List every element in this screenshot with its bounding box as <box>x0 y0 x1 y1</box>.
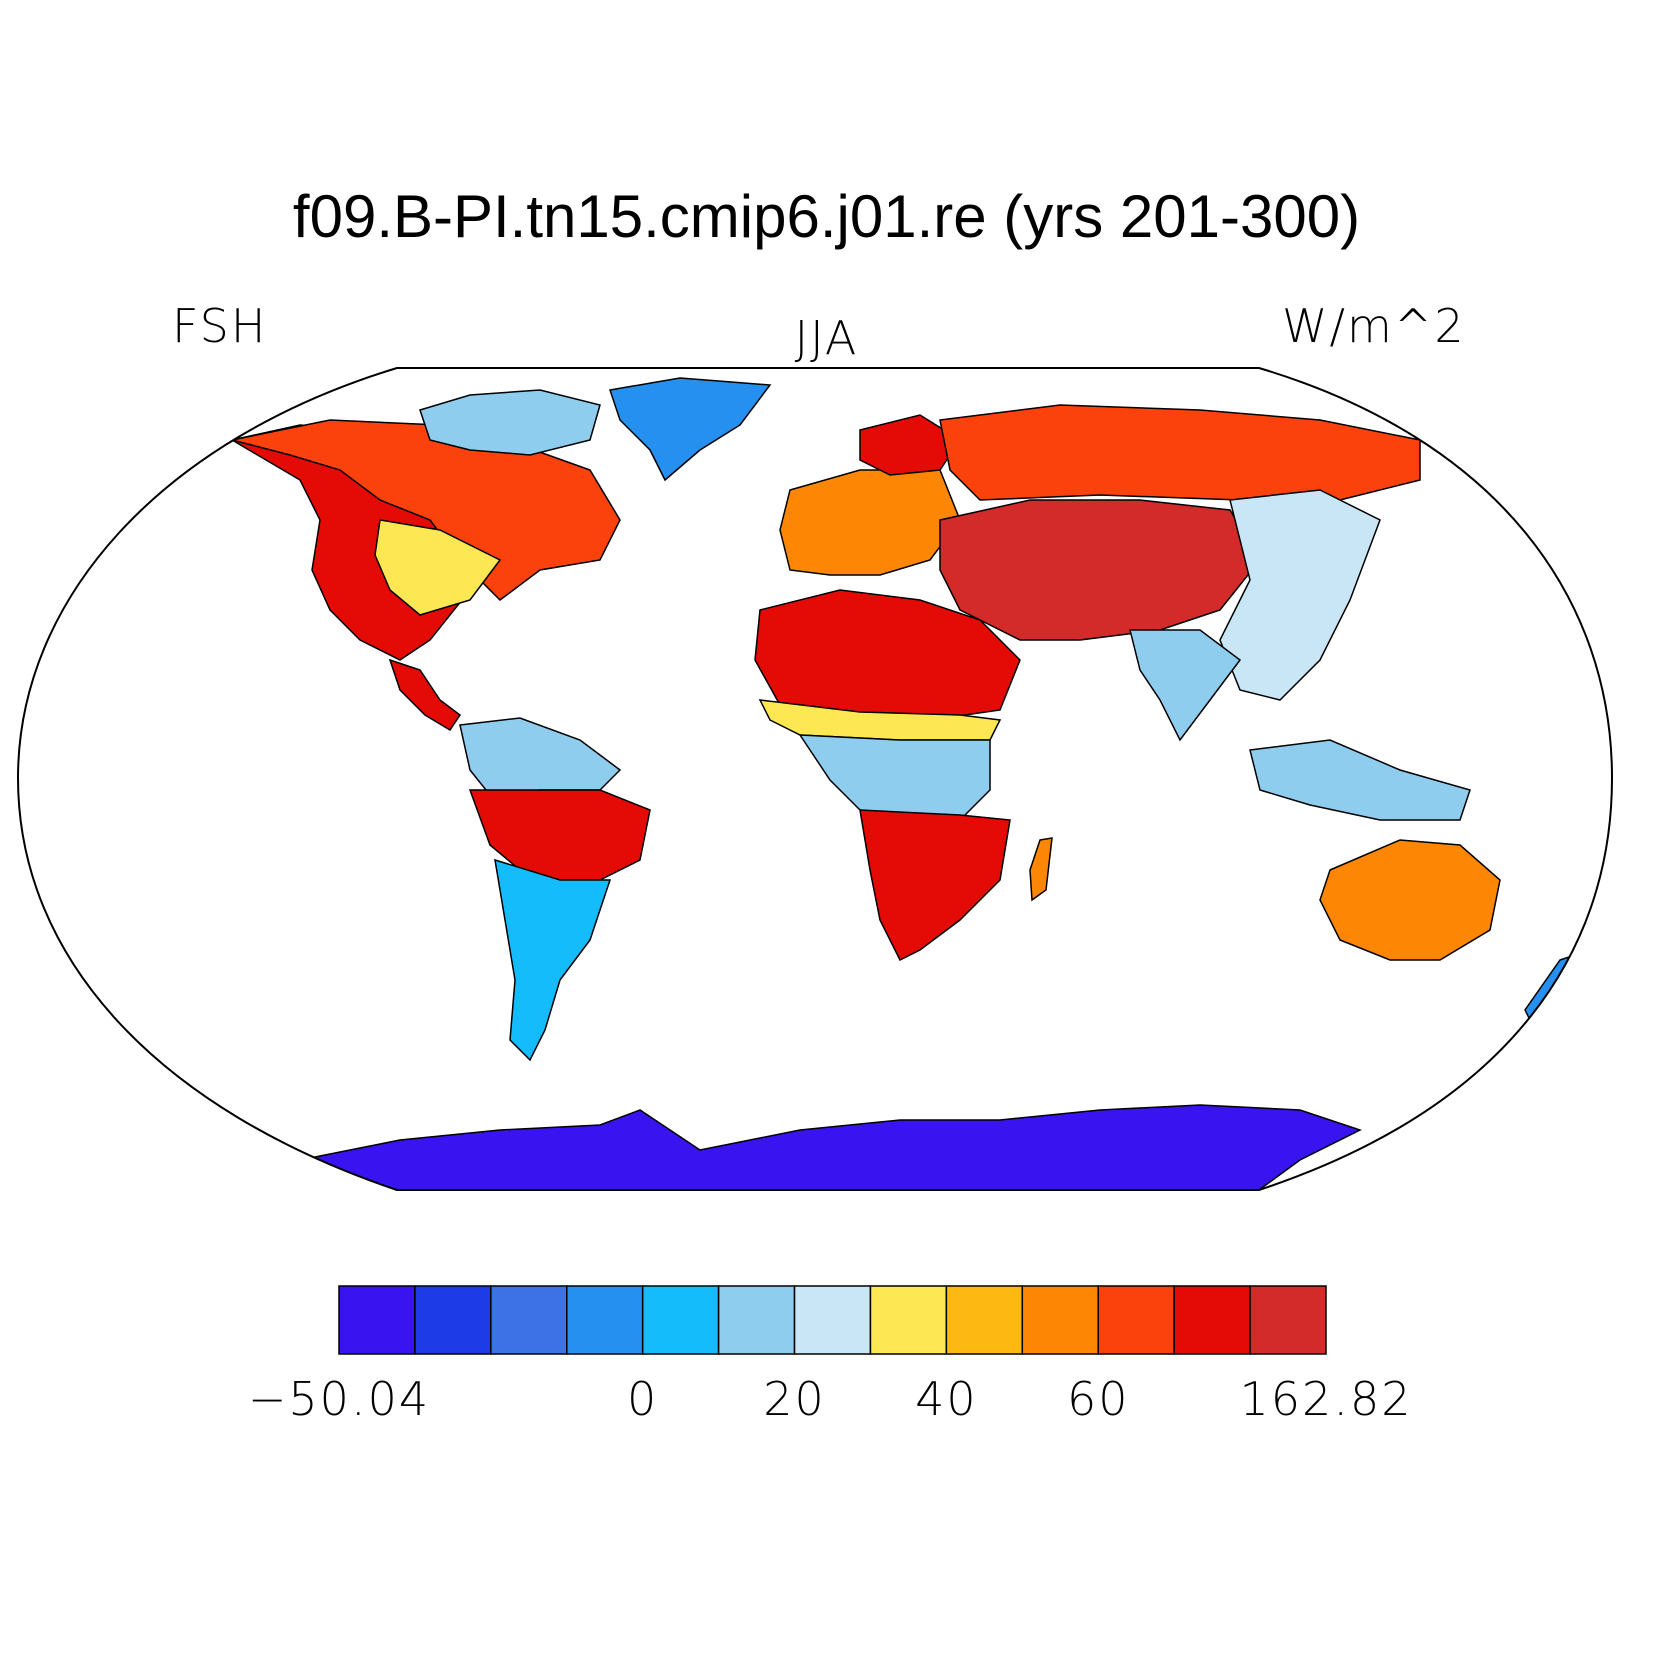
region-sahara <box>754 589 1021 721</box>
colorbar-label: 60 <box>1067 1372 1130 1426</box>
region-greenland <box>609 377 772 482</box>
region-central-africa <box>798 734 991 821</box>
colorbar-swatch <box>717 1285 796 1355</box>
variable-label: FSH <box>172 299 268 353</box>
colorbar-swatch <box>338 1285 416 1355</box>
region-us-east <box>374 519 502 616</box>
colorbar-swatch <box>1097 1285 1175 1355</box>
colorbar-label: 40 <box>915 1372 978 1426</box>
season-label: JJA <box>794 311 859 365</box>
colorbar-swatch <box>793 1285 872 1355</box>
colorbar-swatch <box>566 1285 644 1355</box>
region-europe <box>779 469 961 576</box>
colorbar-swatch <box>414 1285 492 1355</box>
units-label: W/m^2 <box>1282 299 1466 353</box>
region-siberia <box>939 404 1421 501</box>
region-south-america-band <box>468 789 651 881</box>
region-scandinavia <box>859 414 962 476</box>
region-central-america <box>388 658 462 732</box>
region-south-america-north <box>459 717 622 796</box>
region-madagascar <box>1029 837 1053 902</box>
region-new-zealand <box>1524 953 1577 1022</box>
region-arctic-islands <box>419 389 601 456</box>
colorbar-label: 162.82 <box>1240 1372 1413 1426</box>
colorbar: −50.04 0 20 40 60 162.82 <box>248 1285 1413 1426</box>
region-southern-africa <box>859 809 1011 962</box>
colorbar-swatch <box>945 1285 1024 1355</box>
colorbar-label: −50.04 <box>248 1372 430 1426</box>
region-east-asia <box>1219 489 1381 701</box>
colorbar-swatch <box>1173 1285 1251 1355</box>
colorbar-swatch <box>641 1285 720 1355</box>
region-maritime-continent <box>1249 739 1471 821</box>
region-south-asia <box>1129 629 1242 742</box>
colorbar-swatch <box>490 1285 568 1355</box>
region-central-asia <box>939 499 1261 641</box>
colorbar-swatch <box>1021 1285 1099 1355</box>
land-fill-layer <box>229 377 1577 1190</box>
colorbar-label: 20 <box>763 1372 826 1426</box>
colorbar-swatch <box>1249 1285 1327 1355</box>
colorbar-label: 0 <box>627 1372 658 1426</box>
region-antarctica <box>299 1104 1362 1190</box>
region-south-america-south <box>494 858 612 1062</box>
region-australia <box>1319 839 1501 961</box>
plot-title: f09.B-PI.tn15.cmip6.j01.re (yrs 201-300) <box>292 183 1361 250</box>
colorbar-swatch <box>869 1285 948 1355</box>
map-border <box>16 367 1614 1191</box>
